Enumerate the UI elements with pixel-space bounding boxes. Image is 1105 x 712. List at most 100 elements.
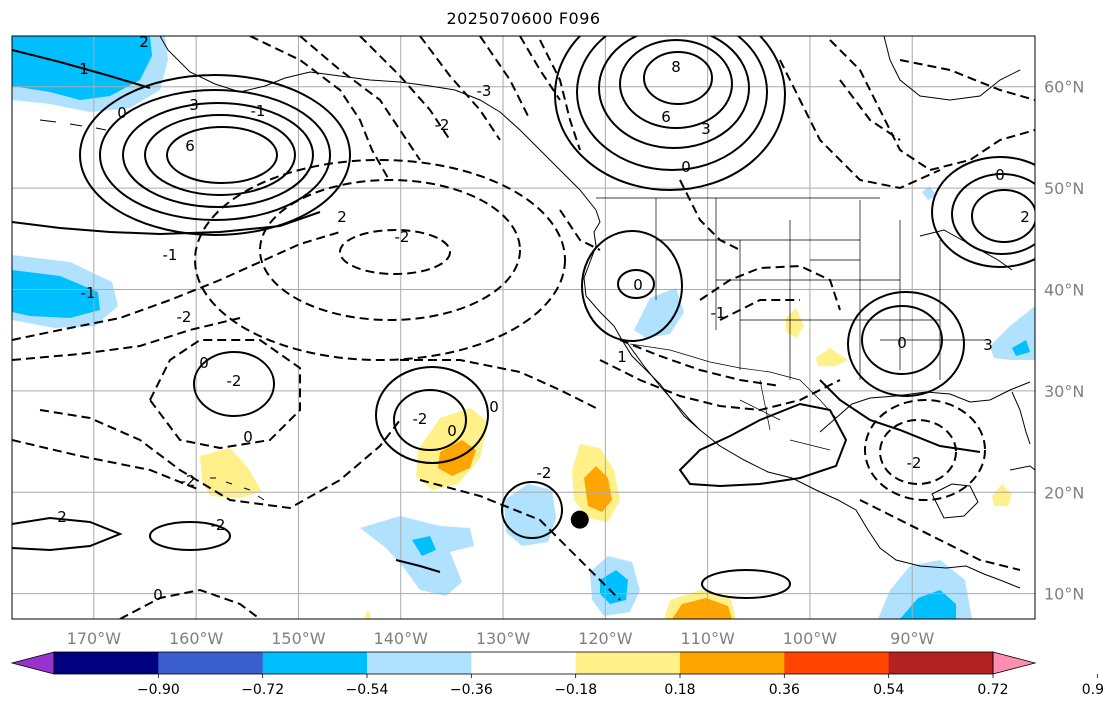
positive-anomaly-region <box>992 484 1012 506</box>
colorbar-tick-label: −0.72 <box>241 682 284 698</box>
latitude-tick-label: 10°N <box>1044 585 1084 604</box>
plot-title: 2025070600 F096 <box>446 9 601 28</box>
contour-label: 1 <box>617 348 627 366</box>
colorbar-tick-label: 0.36 <box>769 682 800 698</box>
longitude-tick-label: 160°W <box>169 629 224 648</box>
contour-line <box>375 366 489 464</box>
yucatan <box>931 483 979 519</box>
contour-line <box>643 51 713 105</box>
contour-label: -2 <box>907 454 922 472</box>
contour-line <box>39 409 401 510</box>
longitude-tick-label: 170°W <box>67 629 122 648</box>
coastlines <box>39 36 1035 589</box>
contour-line <box>847 291 965 397</box>
contour-line <box>819 379 981 453</box>
solid-contours <box>12 36 1035 599</box>
negative-anomaly-region <box>412 536 436 556</box>
latitude-tick-label: 20°N <box>1044 483 1084 502</box>
contour-label: 8 <box>671 58 681 76</box>
contour-label: 6 <box>661 108 671 126</box>
negative-anomaly-region <box>12 270 100 318</box>
contour-line <box>678 402 848 488</box>
negative-anomaly-region <box>634 288 684 338</box>
contour-label: -2 <box>537 464 552 482</box>
dashed-contours <box>12 36 1035 619</box>
contour-line <box>599 359 841 412</box>
colorbar-segment <box>680 652 785 674</box>
contour-label: -2 <box>395 228 410 246</box>
colorbar-tick-label: 0.90 <box>1082 682 1105 698</box>
contour-line <box>679 179 741 251</box>
positive-anomaly-region <box>200 448 262 498</box>
latitude-tick-label: 50°N <box>1044 179 1084 198</box>
contour-label: -3 <box>477 82 492 100</box>
contour-labels: 2 1 0 3 6 -1 -2 -3 8 6 3 0 -2 2 -1 -2 0 -2 -1 -2 0 0 -2 1 0 0 -1 -2… <box>57 36 1030 604</box>
contour-line <box>148 339 301 450</box>
longitude-tick-label: 130°W <box>476 629 531 648</box>
contour-line <box>859 499 1021 571</box>
contour-line <box>576 36 768 171</box>
latitude-tick-label: 40°N <box>1044 280 1084 299</box>
contour-line <box>701 569 791 599</box>
contour-line <box>519 36 561 101</box>
contour-line <box>12 211 321 236</box>
colorbar-segment <box>158 652 264 674</box>
contour-label: 0 <box>633 276 643 294</box>
longitude-tick-label: 110°W <box>680 629 735 648</box>
baja-california <box>627 343 701 431</box>
contour-label: 6 <box>185 137 195 155</box>
contour-line <box>619 39 733 129</box>
contour-label: 0 <box>117 104 127 122</box>
contour-line <box>12 439 201 491</box>
canada-west-coast <box>583 209 1021 589</box>
contour-line <box>598 36 750 149</box>
contour-line <box>12 516 123 552</box>
contour-line <box>501 481 563 539</box>
latitude-tick-label: 30°N <box>1044 382 1084 401</box>
alaska-coast <box>159 36 597 211</box>
contour-line <box>395 559 441 573</box>
contour-label: -2 <box>413 410 428 428</box>
contour-line <box>359 36 451 141</box>
contour-line <box>619 339 781 387</box>
contour-label: -2 <box>435 116 450 134</box>
contour-label: 0 <box>681 158 691 176</box>
contour-label: 3 <box>983 336 993 354</box>
contour-line <box>617 269 655 299</box>
contour-line <box>419 479 621 601</box>
us-mexico-border <box>629 343 837 419</box>
positive-anomaly-region <box>816 348 848 366</box>
contour-line <box>839 79 901 141</box>
contour-line <box>419 36 501 141</box>
colorbar-extend-high <box>992 651 1037 675</box>
positive-anomaly-region <box>364 610 372 619</box>
contour-label: 0 <box>199 354 209 372</box>
contour-line <box>339 229 451 275</box>
contour-line <box>393 389 467 451</box>
colorbar-tick-label: −0.90 <box>137 682 180 698</box>
contour-line <box>122 102 314 208</box>
contour-label: 0 <box>243 428 253 446</box>
latitude-labels: 60°N 50°N 40°N 30°N 20°N 10°N <box>1044 78 1084 604</box>
contour-line <box>559 209 601 251</box>
contour-label: 0 <box>489 398 499 416</box>
latitude-tick-label: 60°N <box>1044 78 1084 97</box>
contour-line <box>299 36 421 161</box>
contour-label: -1 <box>81 284 96 302</box>
contour-line <box>12 231 341 341</box>
colorbar-tick-label: −0.18 <box>554 682 597 698</box>
contour-label: 3 <box>189 96 199 114</box>
contour-line <box>12 317 241 361</box>
colorbar-outline <box>53 651 994 675</box>
colorbar-tick-labels: −0.90 −0.72 −0.54 −0.36 −0.18 0.18 0.36 0.54 0.7… <box>137 674 1105 698</box>
contour-label: -2 <box>181 472 196 490</box>
contour-label: -1 <box>163 246 178 264</box>
contour-line <box>554 36 786 191</box>
contour-line <box>193 351 275 417</box>
contour-line <box>144 114 296 196</box>
contour-label: -2 <box>177 308 192 326</box>
contour-line <box>166 126 278 184</box>
hudson-bay <box>883 36 1021 101</box>
colorbar-segment <box>367 652 472 674</box>
contour-line <box>931 156 1035 268</box>
